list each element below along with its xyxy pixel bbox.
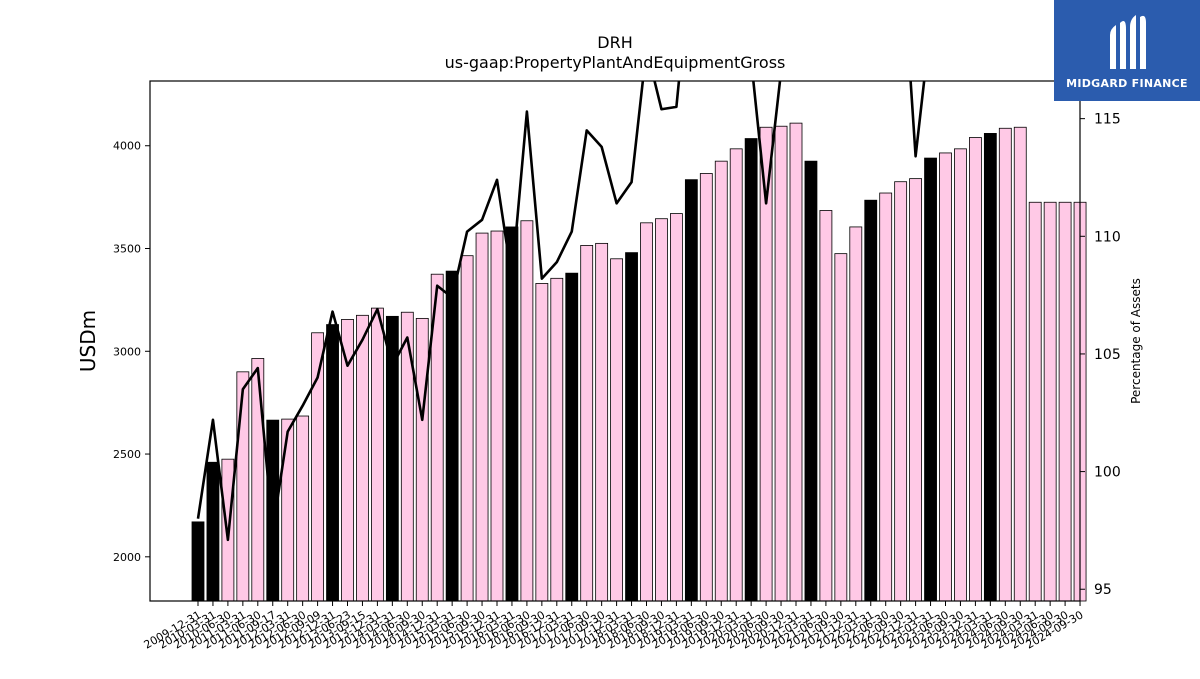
bar bbox=[864, 199, 878, 602]
chart-title: DRH bbox=[597, 33, 632, 52]
bar bbox=[939, 152, 952, 602]
bar bbox=[445, 270, 459, 602]
bar bbox=[520, 220, 534, 602]
bars-layer bbox=[191, 122, 1087, 602]
bar bbox=[684, 179, 698, 602]
bar bbox=[1058, 201, 1072, 602]
bar bbox=[894, 181, 908, 602]
bar bbox=[819, 210, 833, 602]
bar bbox=[969, 137, 982, 602]
plot-frame bbox=[149, 80, 1081, 602]
chart-subtitle: us-gaap:PropertyPlantAndEquipmentGross bbox=[445, 53, 786, 72]
bar bbox=[580, 245, 594, 602]
bar bbox=[535, 283, 549, 602]
bar bbox=[625, 252, 638, 602]
logo-text: MIDGARD FINANCE bbox=[1066, 77, 1188, 90]
bar bbox=[475, 232, 489, 602]
bar bbox=[490, 230, 504, 602]
y-tick-label: 4000 bbox=[113, 140, 141, 153]
bar bbox=[1013, 126, 1027, 602]
y-tick-label: 2000 bbox=[113, 551, 141, 564]
bar bbox=[774, 125, 788, 602]
y-right-tick-label: 95 bbox=[1094, 582, 1112, 598]
bar bbox=[729, 148, 743, 602]
bar bbox=[909, 178, 922, 602]
bar bbox=[714, 160, 728, 602]
bar bbox=[610, 258, 623, 602]
bar bbox=[1043, 201, 1057, 602]
y-right-tick-label: 110 bbox=[1094, 229, 1121, 245]
y-tick-label: 2500 bbox=[113, 448, 141, 461]
bar bbox=[236, 371, 250, 602]
percentage-line bbox=[196, 81, 926, 542]
bar bbox=[834, 253, 848, 602]
bar bbox=[655, 218, 668, 602]
y-right-tick-label: 115 bbox=[1094, 112, 1121, 128]
bar bbox=[206, 461, 220, 602]
bar bbox=[983, 133, 997, 602]
bar bbox=[326, 324, 339, 602]
bar bbox=[640, 222, 653, 602]
bar bbox=[849, 226, 863, 602]
bar bbox=[281, 418, 295, 602]
line-layer bbox=[196, 81, 926, 542]
y-right-tick-label: 105 bbox=[1094, 347, 1121, 363]
bar bbox=[505, 226, 519, 602]
bar bbox=[460, 255, 474, 602]
bar bbox=[191, 521, 205, 602]
bar bbox=[879, 192, 893, 602]
bar bbox=[998, 127, 1012, 602]
bar bbox=[789, 122, 803, 602]
bar bbox=[251, 358, 265, 602]
y-tick-label: 3500 bbox=[113, 243, 141, 256]
y-right-tick-label: 100 bbox=[1094, 465, 1121, 481]
bar bbox=[370, 307, 384, 602]
bar bbox=[296, 415, 310, 602]
x-axis: 2009-12-312010-03-312010-06-302011-03-31… bbox=[142, 601, 1086, 652]
bar bbox=[924, 157, 937, 602]
midgard-m-mark-icon bbox=[1110, 15, 1146, 69]
y-tick-label: 3000 bbox=[113, 345, 141, 358]
bar bbox=[565, 272, 579, 602]
bar bbox=[699, 173, 713, 602]
bar bbox=[550, 277, 564, 602]
bar bbox=[744, 138, 758, 602]
bar bbox=[356, 314, 369, 602]
y-axis-left-label: USDm bbox=[76, 310, 100, 372]
bar bbox=[595, 242, 609, 602]
y-axis-right: 95 100 105 110 115 bbox=[1080, 112, 1121, 598]
bar bbox=[1028, 201, 1042, 602]
bar bbox=[954, 148, 967, 602]
bar bbox=[415, 317, 429, 602]
bar bbox=[670, 213, 683, 602]
y-axis-right-label: Percentage of Assets bbox=[1129, 278, 1143, 404]
bar bbox=[804, 160, 818, 602]
midgard-logo: MIDGARD FINANCE bbox=[1054, 0, 1200, 101]
y-axis-left: 2000 2500 3000 3500 4000 bbox=[113, 140, 150, 564]
